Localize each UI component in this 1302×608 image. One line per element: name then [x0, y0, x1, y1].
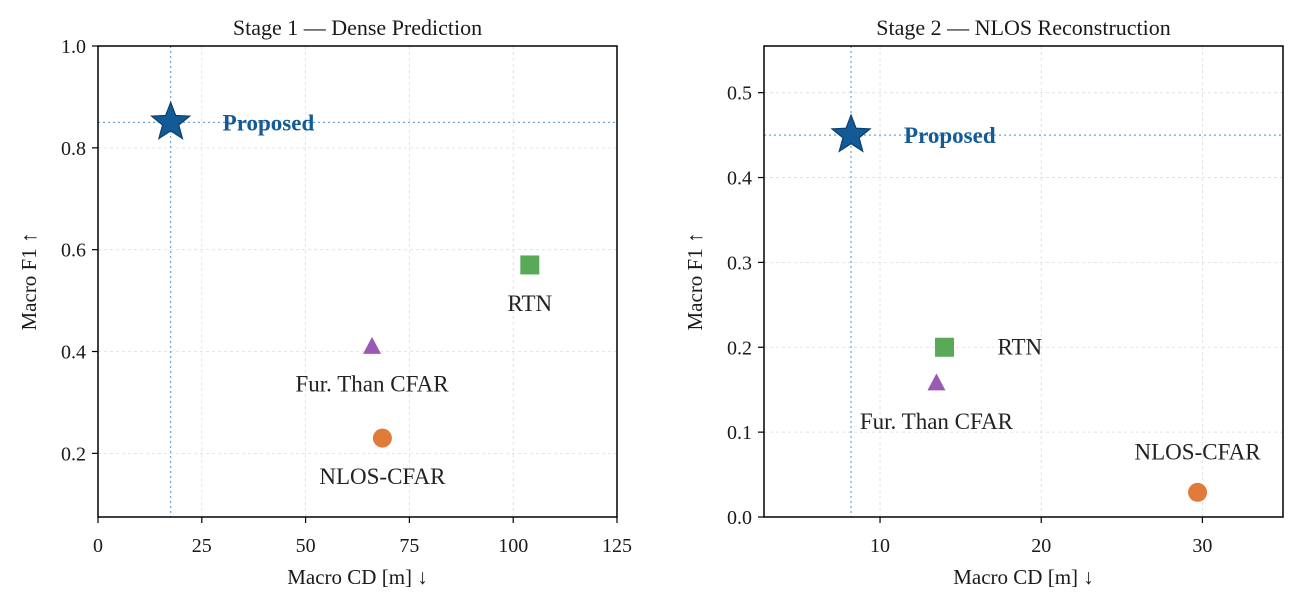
y-tick-label: 0.5	[727, 83, 752, 105]
x-tick-label: 100	[498, 535, 528, 557]
point-label-nlos-cfar: NLOS-CFAR	[319, 464, 446, 489]
chart-title: Stage 2 — NLOS Reconstruction	[876, 15, 1171, 40]
y-tick-label: 0.4	[727, 168, 752, 190]
y-tick-label: 0.4	[61, 342, 86, 364]
point-label-fur-than-cfar: Fur. Than CFAR	[860, 409, 1014, 434]
y-tick-label: 1.0	[61, 36, 86, 58]
y-tick-label: 0.0	[727, 507, 752, 529]
chart-panel-2: 10 20 30 0.0 0.1 0.2 0.3 0.4 0.5 Stage 2 — NLOS R…	[683, 15, 1284, 589]
point-label-rtn: RTN	[998, 334, 1043, 359]
x-tick-label: 50	[296, 535, 316, 557]
point-label-proposed: Proposed	[223, 110, 315, 135]
y-tick-label: 0.2	[61, 443, 86, 465]
y-axis-label: Macro F1 ↑	[683, 233, 707, 331]
y-tick-label: 0.3	[727, 252, 752, 274]
plot-frame	[763, 45, 1284, 518]
x-tick-label: 0	[93, 535, 103, 557]
y-axis-label: Macro F1 ↑	[17, 233, 41, 331]
y-tick-label: 0.6	[61, 240, 86, 262]
x-tick-label: 10	[870, 535, 890, 557]
x-axis-label: Macro CD [m] ↓	[287, 565, 428, 589]
point-nlos-cfar	[1188, 482, 1208, 502]
point-label-fur-than-cfar: Fur. Than CFAR	[295, 371, 449, 396]
point-rtn	[935, 337, 955, 357]
point-proposed	[150, 100, 192, 140]
x-tick-label: 125	[602, 535, 632, 557]
x-tick-label: 20	[1031, 535, 1051, 557]
x-tick-label: 75	[399, 535, 419, 557]
plot-frame	[97, 45, 618, 518]
point-label-rtn: RTN	[507, 291, 552, 316]
x-axis-label: Macro CD [m] ↓	[953, 565, 1094, 589]
point-label-nlos-cfar: NLOS-CFAR	[1135, 439, 1262, 464]
point-proposed	[830, 113, 872, 153]
point-nlos-cfar	[372, 428, 392, 448]
point-rtn	[520, 255, 540, 275]
y-tick-label: 0.1	[727, 422, 752, 444]
y-tick-label: 0.2	[727, 337, 752, 359]
point-fur-than-cfar	[927, 373, 946, 391]
point-label-proposed: Proposed	[904, 123, 996, 148]
y-tick-label: 0.8	[61, 138, 86, 160]
x-tick-label: 30	[1192, 535, 1212, 557]
point-fur-than-cfar	[363, 336, 382, 354]
chart-title: Stage 1 — Dense Prediction	[233, 15, 482, 40]
chart-panel-1: 0 25 50 75 100 125 0.2 0.4 0.6 0.8 1.0 Stage 1 — De…	[17, 15, 632, 589]
x-tick-label: 25	[192, 535, 212, 557]
